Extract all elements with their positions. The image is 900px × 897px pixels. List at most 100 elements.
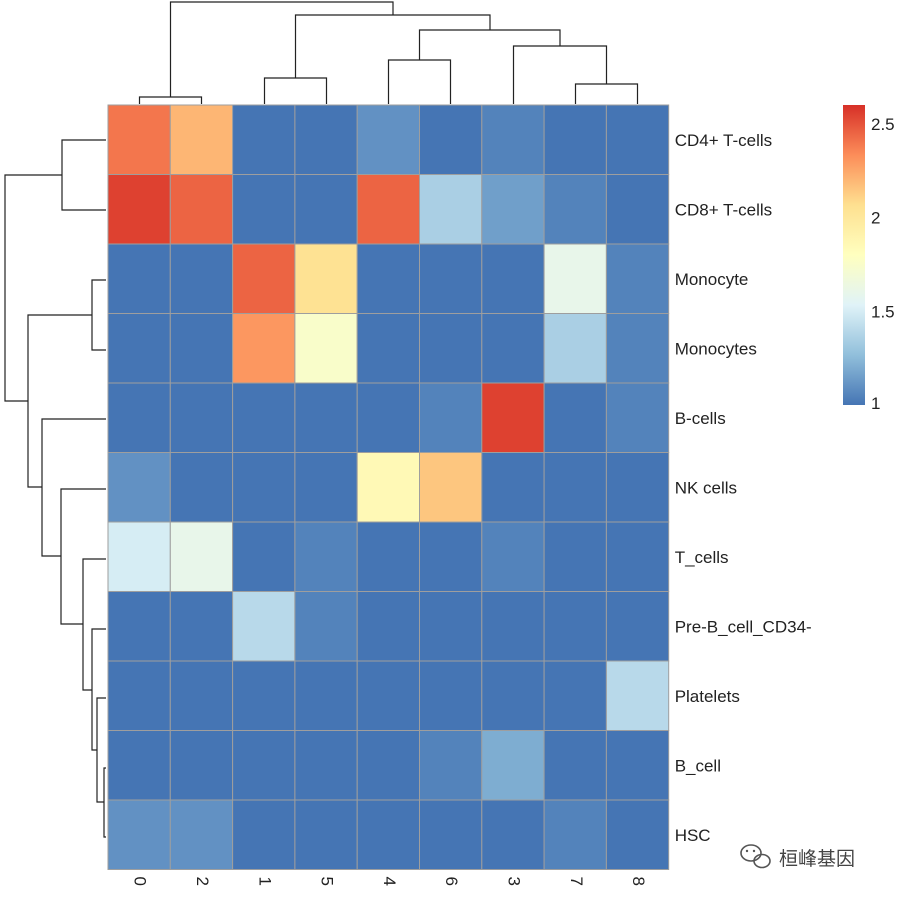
row-label: Pre-B_cell_CD34- — [675, 617, 812, 636]
row-labels: CD4+ T-cells CD8+ T-cells Monocyte Monocyte… — [675, 131, 812, 845]
row-label: B_cell — [675, 756, 721, 775]
heatmap-cell — [605, 313, 670, 384]
heatmap-cell — [481, 660, 545, 731]
row-dendro-link — [103, 767, 106, 838]
column-label: 2 — [193, 877, 212, 886]
heatmap-cell — [169, 730, 234, 801]
heatmap-cell — [294, 799, 358, 870]
heatmap-cell — [605, 730, 670, 801]
row-dendro-link — [41, 418, 106, 557]
heatmap-cell — [481, 313, 545, 384]
column-labels: 0 2 1 5 4 6 3 7 8 — [131, 877, 648, 886]
column-label: 4 — [380, 877, 399, 886]
col-dendro-link — [169, 1, 394, 97]
color-legend-bar — [843, 105, 865, 405]
heatmap-cell — [232, 452, 296, 523]
heatmap-cell — [543, 174, 607, 245]
column-label: 7 — [567, 877, 586, 886]
heatmap-cell — [543, 313, 607, 384]
heatmap-cell — [294, 591, 358, 662]
heatmap-cell — [481, 243, 545, 314]
heatmap-cell — [481, 174, 545, 245]
heatmap-cell — [294, 521, 358, 592]
col-dendro-link — [294, 14, 491, 78]
row-dendro-link — [91, 279, 106, 351]
col-dendro-link — [574, 83, 639, 104]
heatmap-cell — [481, 799, 545, 870]
heatmap-cell — [605, 521, 670, 592]
legend-tick-label: 1.5 — [871, 302, 895, 321]
heatmap-cell — [169, 313, 234, 384]
heatmap-cell — [294, 452, 358, 523]
heatmap-cell — [481, 730, 545, 801]
heatmap-cell — [605, 660, 670, 731]
heatmap-cell — [107, 243, 171, 314]
watermark-text: 桓峰基因 — [779, 848, 855, 870]
heatmap-cell — [294, 382, 358, 453]
heatmap-cell — [356, 452, 421, 523]
heatmap-cell — [356, 521, 421, 592]
heatmap-cell — [107, 730, 171, 801]
row-label: CD8+ T-cells — [675, 200, 772, 219]
heatmap-cell — [169, 660, 234, 731]
heatmap-cell — [107, 452, 171, 523]
heatmap-cell — [419, 174, 483, 245]
heatmap-cell — [419, 799, 483, 870]
heatmap-cell — [605, 243, 670, 314]
row-label: CD4+ T-cells — [675, 131, 772, 150]
row-dendro-link — [96, 697, 106, 803]
heatmap-cell — [356, 799, 421, 870]
row-label: Monocytes — [675, 339, 757, 358]
heatmap-cell — [294, 313, 358, 384]
watermark: 桓峰基因 — [740, 844, 855, 870]
heatmap-cell — [419, 521, 483, 592]
column-label: 3 — [504, 877, 523, 886]
heatmap-cell — [232, 521, 296, 592]
heatmap-cell — [605, 591, 670, 662]
heatmap-cell — [543, 243, 607, 314]
heatmap-cells — [107, 104, 670, 870]
heatmap-cell — [356, 174, 421, 245]
heatmap-cell — [356, 660, 421, 731]
heatmap-cell — [107, 382, 171, 453]
heatmap-cell — [543, 382, 607, 453]
heatmap-cell — [169, 521, 234, 592]
heatmap-cell — [107, 591, 171, 662]
row-dendro-link — [82, 558, 106, 691]
row-dendro-link — [27, 314, 92, 488]
heatmap-cell — [481, 591, 545, 662]
heatmap-cell — [419, 104, 483, 175]
heatmap-cell — [232, 243, 296, 314]
heatmap-cell — [605, 799, 670, 870]
heatmap-cell — [356, 313, 421, 384]
heatmap-cell — [419, 313, 483, 384]
heatmap-cell — [356, 730, 421, 801]
row-label: Platelets — [675, 687, 740, 706]
heatmap-cell — [419, 382, 483, 453]
heatmap-cell — [169, 382, 234, 453]
row-dendro-link — [4, 174, 62, 402]
heatmap-cell — [356, 591, 421, 662]
legend-tick-label: 2 — [871, 209, 880, 228]
heatmap-cell — [107, 174, 171, 245]
column-dendrogram — [138, 1, 639, 104]
heatmap-cell — [543, 660, 607, 731]
heatmap-cell — [419, 243, 483, 314]
heatmap-cell — [294, 243, 358, 314]
col-dendro-link — [387, 59, 452, 104]
column-label: 6 — [442, 877, 461, 886]
column-label: 0 — [131, 877, 150, 886]
heatmap-cell — [605, 452, 670, 523]
heatmap-cell — [419, 730, 483, 801]
heatmap-cell — [294, 174, 358, 245]
heatmap-cell — [419, 660, 483, 731]
column-label: 8 — [629, 877, 648, 886]
color-legend-ticks: 1 1.5 2 2.5 — [871, 115, 895, 413]
row-label: B-cells — [675, 409, 726, 428]
heatmap-cell — [169, 243, 234, 314]
heatmap-cell — [481, 382, 545, 453]
legend-tick-label: 2.5 — [871, 115, 895, 134]
column-label: 5 — [318, 877, 337, 886]
heatmap-cell — [232, 591, 296, 662]
row-label: T_cells — [675, 548, 729, 567]
